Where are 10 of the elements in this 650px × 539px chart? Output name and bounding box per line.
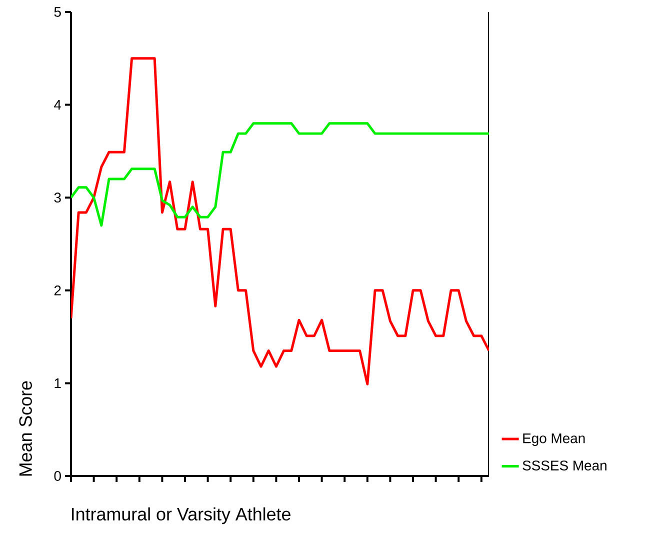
legend-label: Ego Mean (523, 434, 585, 446)
y-tick-label: 5 (54, 7, 61, 17)
y-axis-title: Mean Score (19, 381, 32, 476)
y-tick-label: 1 (54, 378, 61, 388)
y-tick-label: 3 (54, 192, 61, 203)
y-tick-label: 2 (54, 286, 61, 296)
legend-label: SSSES Mean (522, 460, 606, 470)
y-tick-label: 4 (54, 100, 62, 110)
x-axis-title: Intramural or Varsity Athlete (72, 507, 290, 524)
y-tick-label: 0 (54, 471, 61, 481)
